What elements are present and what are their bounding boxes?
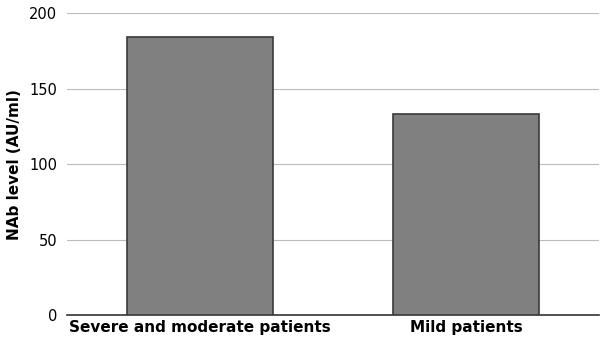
Bar xyxy=(393,114,539,315)
Bar xyxy=(127,37,273,315)
Y-axis label: NAb level (AU/ml): NAb level (AU/ml) xyxy=(7,89,22,239)
